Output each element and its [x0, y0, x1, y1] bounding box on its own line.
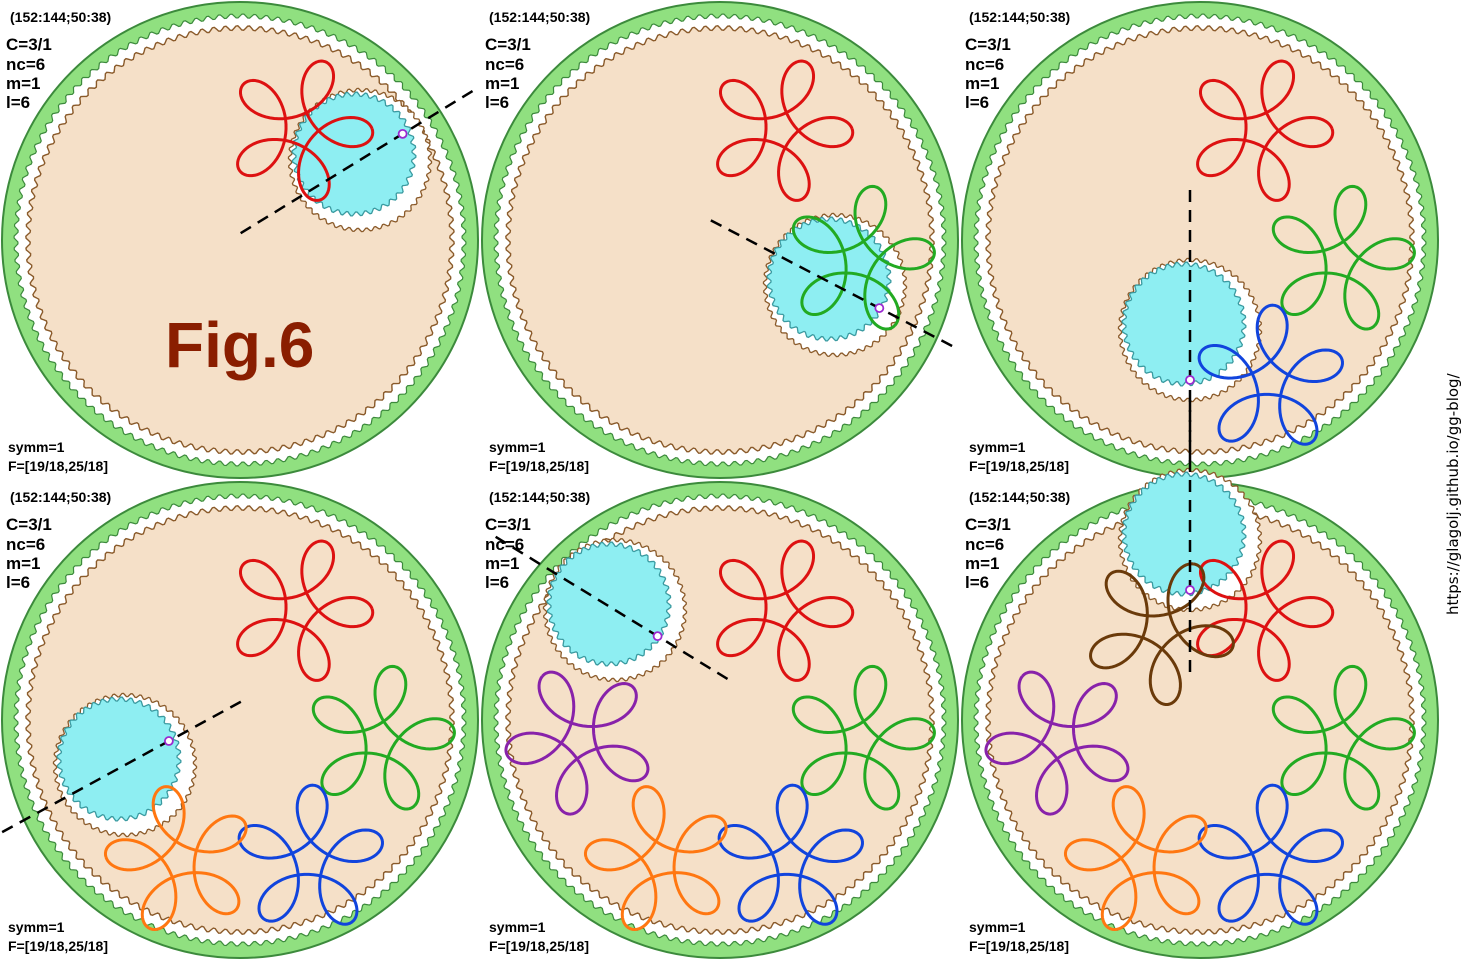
panel-1-param-c: C=3/1 [6, 35, 52, 54]
panel-4-header: (152:144;50:38) [10, 489, 111, 505]
curve-lobe-3 [237, 783, 384, 926]
panel-2-ratio: F=[19/18,25/18] [489, 458, 589, 474]
curve-lobe-1 [236, 59, 375, 202]
panel-3-ratio: F=[19/18,25/18] [969, 458, 1069, 474]
curve-lobe-3 [1197, 783, 1344, 926]
curve-lobe-2 [1271, 664, 1416, 811]
pen-point-icon [163, 736, 174, 746]
panel-1-param-l: l=6 [6, 93, 30, 112]
pen-point-icon [1185, 375, 1195, 385]
panel-5-param-m: m=1 [485, 554, 520, 573]
panel-6-param-m: m=1 [965, 554, 1000, 573]
panel-5-param-nc: nc=6 [485, 535, 524, 554]
pen-point-icon [874, 303, 885, 313]
panel-4-param-nc: nc=6 [6, 535, 45, 554]
panel-6-symm: symm=1 [969, 919, 1026, 935]
curve-lobe-4 [1063, 785, 1208, 932]
panel-1-header: (152:144;50:38) [10, 9, 111, 25]
panel-6 [961, 399, 1439, 959]
panel-6-ratio: F=[19/18,25/18] [969, 938, 1069, 954]
panel-1-ratio: F=[19/18,25/18] [8, 458, 108, 474]
source-url: https://glagolj.github.io/gg-blog/ [1444, 372, 1462, 615]
panel-2 [481, 1, 960, 479]
panel-5 [481, 481, 959, 959]
curve-lobe-1 [716, 539, 855, 682]
panel-2-param-nc: nc=6 [485, 55, 524, 74]
dashed-arm-line [494, 535, 736, 685]
panel-3 [961, 1, 1439, 479]
panel-6-param-l: l=6 [965, 573, 989, 592]
panel-2-param-m: m=1 [485, 74, 520, 93]
panel-5-symm: symm=1 [489, 919, 546, 935]
curve-lobe-1 [236, 539, 375, 682]
curve-lobe-1 [1196, 539, 1335, 682]
panel-3-param-m: m=1 [965, 74, 1000, 93]
panel-3-symm: symm=1 [969, 439, 1026, 455]
panel-3-param-c: C=3/1 [965, 35, 1011, 54]
curve-lobe-5 [504, 670, 650, 816]
curve-lobe-3 [717, 783, 864, 926]
panel-6-param-nc: nc=6 [965, 535, 1004, 554]
curve-lobe-1 [1196, 59, 1335, 202]
panel-5-header: (152:144;50:38) [489, 489, 590, 505]
curve-lobe-2 [791, 184, 936, 331]
panel-4-param-l: l=6 [6, 573, 30, 592]
rolling-gear [546, 541, 672, 667]
panel-3-header: (152:144;50:38) [969, 9, 1070, 25]
rolling-gear [1121, 471, 1247, 597]
curve-lobe-3 [1197, 303, 1344, 446]
rolling-gear [291, 91, 417, 217]
panel-3-param-nc: nc=6 [965, 55, 1004, 74]
pen-point-icon [1185, 585, 1195, 595]
panel-2-symm: symm=1 [489, 439, 546, 455]
panel-4-symm: symm=1 [8, 919, 65, 935]
curve-lobe-6 [1089, 562, 1235, 707]
curve-lobe-1 [716, 59, 855, 202]
panel-4 [1, 481, 479, 959]
rolling-gear [766, 216, 892, 342]
panel-3-param-l: l=6 [965, 93, 989, 112]
panel-2-param-c: C=3/1 [485, 35, 531, 54]
panels-layer [1, 1, 1439, 959]
curve-lobe-4 [583, 785, 728, 932]
pen-point-icon [652, 631, 663, 642]
curve-lobe-4 [103, 785, 248, 932]
text-layer: (152:144;50:38) C=3/1 nc=6 m=1 l=6 symm=… [6, 9, 1462, 954]
panel-1 [1, 1, 481, 479]
dashed-arm-line [1, 696, 249, 834]
dashed-arm-line [239, 85, 481, 235]
curve-lobe-2 [791, 664, 936, 811]
pen-point-icon [397, 128, 408, 139]
figure-title: Fig.6 [165, 309, 314, 381]
panel-1-param-m: m=1 [6, 74, 41, 93]
panel-1-symm: symm=1 [8, 439, 65, 455]
curve-lobe-5 [984, 670, 1130, 816]
panel-2-param-l: l=6 [485, 93, 509, 112]
panel-5-param-l: l=6 [485, 573, 509, 592]
panel-1-param-nc: nc=6 [6, 55, 45, 74]
panel-5-param-c: C=3/1 [485, 515, 531, 534]
curve-lobe-2 [1271, 184, 1416, 331]
panel-6-header: (152:144;50:38) [969, 489, 1070, 505]
dashed-arm-line [710, 219, 960, 351]
panel-4-param-m: m=1 [6, 554, 41, 573]
panel-5-ratio: F=[19/18,25/18] [489, 938, 589, 954]
panel-4-ratio: F=[19/18,25/18] [8, 938, 108, 954]
curve-lobe-2 [311, 664, 456, 811]
panel-2-header: (152:144;50:38) [489, 9, 590, 25]
panel-6-param-c: C=3/1 [965, 515, 1011, 534]
panel-4-param-c: C=3/1 [6, 515, 52, 534]
rolling-gear [56, 696, 182, 822]
